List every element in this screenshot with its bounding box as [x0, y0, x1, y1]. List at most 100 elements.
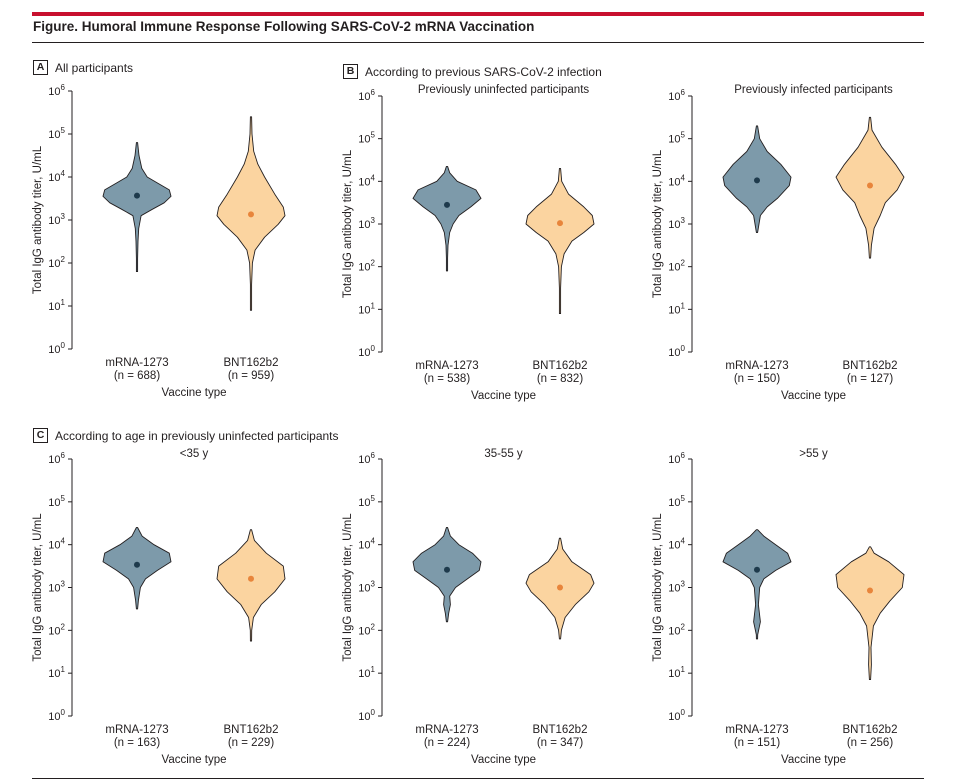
y-tick-label: 104 — [668, 173, 685, 188]
x-category-n-label: (n = 256) — [847, 737, 894, 749]
y-axis-label: Total IgG antibody titer, U/mL — [342, 149, 354, 298]
median-dot-bnt162b2 — [867, 182, 873, 189]
panel-c-letter: C — [33, 428, 48, 443]
y-axis-label: Total IgG antibody titer, U/mL — [652, 513, 664, 662]
median-dot-bnt162b2 — [867, 587, 873, 594]
y-tick-label: 104 — [48, 169, 65, 184]
x-category-label: BNT162b2 — [533, 724, 588, 736]
y-tick-label: 105 — [48, 494, 65, 509]
chart-3: 100 101 102 103 104 105 106 Total IgG antibody … — [652, 84, 905, 402]
title-divider — [32, 42, 924, 43]
y-tick-label: 104 — [48, 537, 65, 552]
y-axis-label: Total IgG antibody titer, U/mL — [32, 513, 44, 662]
violin-mrna-1273 — [102, 142, 172, 273]
y-tick-label: 106 — [668, 88, 685, 103]
y-tick-label: 106 — [48, 451, 65, 466]
panel-a-label: A All participants — [33, 60, 133, 75]
panel-b-label: B According to previous SARS-CoV-2 infec… — [343, 64, 602, 79]
median-dot-bnt162b2 — [557, 220, 563, 227]
y-tick-label: 106 — [668, 451, 685, 466]
y-tick-label: 100 — [48, 341, 65, 356]
x-axis-label: Vaccine type — [471, 390, 536, 402]
y-tick-label: 104 — [668, 537, 685, 552]
x-category-label: BNT162b2 — [533, 360, 588, 372]
y-tick-label: 101 — [48, 665, 65, 680]
chart-subtitle: >55 y — [799, 448, 828, 460]
median-dot-bnt162b2 — [248, 211, 254, 218]
figure-title: Figure. Humoral Immune Response Followin… — [33, 19, 535, 34]
panel-c-title: According to age in previously uninfecte… — [55, 428, 339, 443]
y-tick-label: 100 — [668, 344, 685, 359]
y-tick-label: 103 — [358, 580, 375, 595]
violin-bnt162b2 — [835, 546, 905, 681]
y-tick-label: 100 — [668, 708, 685, 723]
x-category-n-label: (n = 688) — [114, 370, 161, 382]
y-tick-label: 104 — [358, 173, 375, 188]
x-category-n-label: (n = 229) — [228, 737, 275, 749]
median-dot-bnt162b2 — [557, 584, 563, 591]
y-axis-label: Total IgG antibody titer, U/mL — [342, 513, 354, 662]
x-category-n-label: (n = 959) — [228, 370, 275, 382]
x-category-label: mRNA-1273 — [105, 724, 168, 736]
x-category-n-label: (n = 151) — [734, 737, 781, 749]
y-tick-label: 105 — [358, 494, 375, 509]
median-dot-bnt162b2 — [248, 575, 254, 582]
y-tick-label: 101 — [668, 301, 685, 316]
y-tick-label: 103 — [358, 216, 375, 231]
chart-5: 100 101 102 103 104 105 106 Total IgG antibody … — [342, 448, 595, 766]
y-tick-label: 102 — [668, 259, 685, 274]
y-tick-label: 100 — [48, 708, 65, 723]
chart-subtitle: Previously infected participants — [734, 84, 893, 96]
y-tick-label: 106 — [358, 88, 375, 103]
x-category-label: mRNA-1273 — [415, 724, 478, 736]
y-tick-label: 102 — [358, 259, 375, 274]
y-tick-label: 104 — [358, 537, 375, 552]
panel-c-label: C According to age in previously uninfec… — [33, 428, 339, 443]
median-dot-mrna-1273 — [444, 201, 450, 208]
x-axis-label: Vaccine type — [162, 754, 227, 766]
median-dot-mrna-1273 — [134, 192, 140, 199]
x-category-label: mRNA-1273 — [725, 360, 788, 372]
x-category-label: mRNA-1273 — [105, 357, 168, 369]
median-dot-mrna-1273 — [134, 561, 140, 568]
x-category-label: BNT162b2 — [224, 357, 279, 369]
x-category-n-label: (n = 832) — [537, 373, 584, 385]
x-category-n-label: (n = 224) — [424, 737, 471, 749]
y-axis-label: Total IgG antibody titer, U/mL — [32, 145, 44, 294]
violin-mrna-1273 — [412, 165, 482, 272]
x-category-label: BNT162b2 — [224, 724, 279, 736]
violin-mrna-1273 — [102, 527, 172, 610]
y-tick-label: 100 — [358, 708, 375, 723]
panel-b-letter: B — [343, 64, 358, 79]
x-category-label: mRNA-1273 — [415, 360, 478, 372]
violin-mrna-1273 — [412, 527, 482, 623]
y-axis-label: Total IgG antibody titer, U/mL — [652, 149, 664, 298]
y-tick-label: 103 — [48, 580, 65, 595]
x-axis-label: Vaccine type — [781, 390, 846, 402]
chart-2: 100 101 102 103 104 105 106 Total IgG antibody … — [342, 84, 595, 402]
x-axis-label: Vaccine type — [162, 387, 227, 399]
chart-subtitle: 35-55 y — [484, 448, 523, 460]
violin-bnt162b2 — [525, 168, 595, 315]
chart-4: 100 101 102 103 104 105 106 Total IgG antibody … — [32, 448, 286, 766]
x-axis-label: Vaccine type — [471, 754, 536, 766]
x-category-label: BNT162b2 — [843, 360, 898, 372]
y-tick-label: 101 — [358, 665, 375, 680]
chart-subtitle: Previously uninfected participants — [418, 84, 590, 96]
panel-a-letter: A — [33, 60, 48, 75]
y-tick-label: 103 — [668, 580, 685, 595]
y-tick-label: 105 — [358, 131, 375, 146]
y-tick-label: 102 — [668, 622, 685, 637]
median-dot-mrna-1273 — [754, 566, 760, 573]
y-tick-label: 101 — [668, 665, 685, 680]
y-tick-label: 101 — [48, 298, 65, 313]
y-tick-label: 106 — [48, 83, 65, 98]
violin-mrna-1273 — [722, 529, 792, 640]
chart-subtitle: <35 y — [180, 448, 209, 460]
x-category-n-label: (n = 150) — [734, 373, 781, 385]
y-tick-label: 105 — [48, 126, 65, 141]
y-tick-label: 105 — [668, 131, 685, 146]
median-dot-mrna-1273 — [754, 177, 760, 184]
chart-6: 100 101 102 103 104 105 106 Total IgG antibody … — [652, 448, 905, 766]
